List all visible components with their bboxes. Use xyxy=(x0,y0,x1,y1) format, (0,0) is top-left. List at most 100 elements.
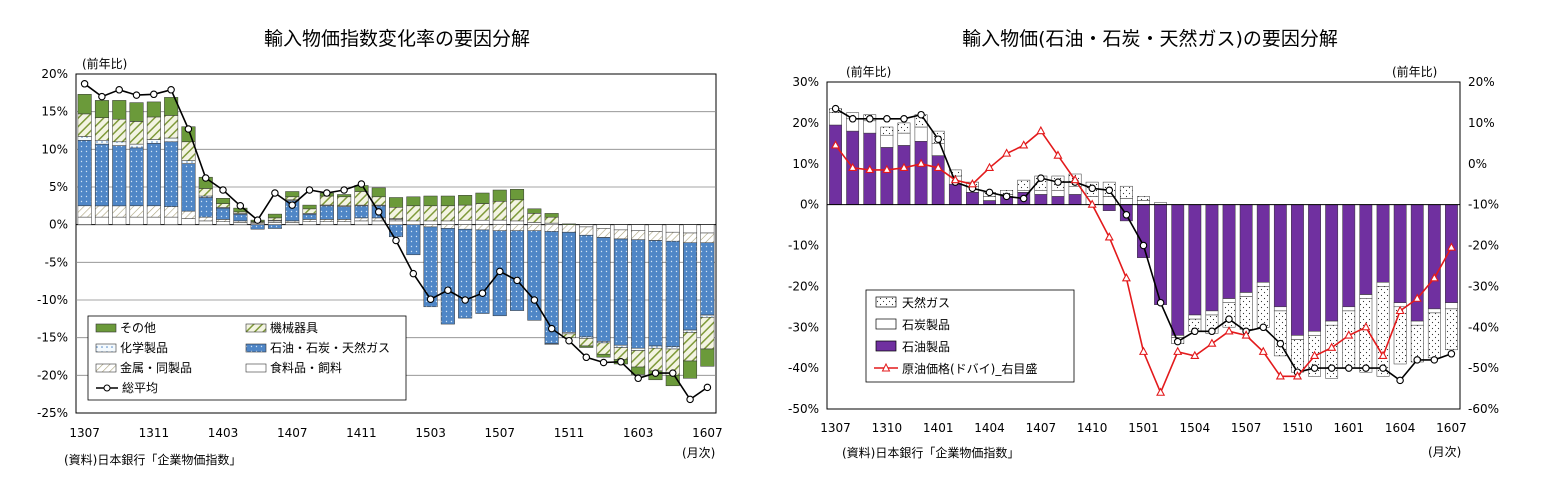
legend-marker-avg xyxy=(103,384,111,392)
bar-segment-sekiyu xyxy=(1308,204,1321,332)
bar-segment-kikai xyxy=(440,205,455,222)
bar-segment-shokuryo xyxy=(492,219,507,225)
avg-point xyxy=(634,374,642,383)
bar-segment-sonota xyxy=(337,194,352,198)
x-tick-label: 1507 xyxy=(485,426,516,440)
legend-swatch-sekiyu xyxy=(245,343,267,353)
bar-segment-kinzoku xyxy=(596,228,611,238)
y-tick-label: -20% xyxy=(37,368,68,382)
avg-point xyxy=(582,353,591,362)
bar-segment-kinzoku xyxy=(475,224,490,231)
x-tick-label: 1511 xyxy=(554,426,585,440)
y-tick-label: 10% xyxy=(792,157,819,171)
bar-segment-sekiyu xyxy=(1325,204,1339,322)
crude-point xyxy=(1121,273,1131,282)
bar-segment-sekiyu xyxy=(164,141,179,207)
bar-segment-kikai xyxy=(527,213,542,223)
bar-segment-kikai xyxy=(285,196,300,201)
x-tick-label: 1307 xyxy=(69,426,100,440)
x-tick-label: 1607 xyxy=(1436,421,1467,435)
x-tick-label: 1403 xyxy=(208,426,239,440)
avg-point xyxy=(669,369,677,377)
legend-swatch-kagaku xyxy=(95,343,117,353)
avg-point xyxy=(392,236,400,245)
chart2-title: 輸入物価(石油・石炭・天然ガス)の要因分解 xyxy=(962,28,1338,50)
bar-segment-sekiyu xyxy=(475,229,490,314)
bar-segment-shokuryo xyxy=(648,224,663,232)
bar-segment-sekitan xyxy=(1273,306,1287,312)
legend-label-avg: 総平均 xyxy=(122,381,158,395)
bar-segment-sekitan xyxy=(1445,302,1458,310)
bar-segment-sekiyu xyxy=(1376,204,1390,283)
bar-segment-tennen xyxy=(1291,339,1304,373)
bar-segment-shokuryo xyxy=(700,224,715,234)
bar-segment-shokuryo xyxy=(440,220,455,225)
total-point xyxy=(1379,364,1387,372)
chart2-source: (資料)日本銀行「企業物価指数」 xyxy=(842,445,1019,460)
bar-segment-kikai xyxy=(319,195,334,206)
bar-segment-sonota xyxy=(389,197,404,208)
bar-segment-kinzoku xyxy=(613,229,628,240)
x-tick-label: 1507 xyxy=(1231,421,1262,435)
bar-segment-kikai xyxy=(112,118,127,143)
bar-segment-sekiyu xyxy=(337,206,352,220)
bar-segment-sekiyu xyxy=(1410,204,1424,322)
bar-segment-kikai xyxy=(510,199,525,222)
y-tick-label: -10% xyxy=(37,293,68,307)
bar-segment-kagaku xyxy=(683,329,698,333)
bar-segment-sekiyu xyxy=(354,205,369,219)
bar-segment-sekitan xyxy=(1137,200,1150,205)
bar-segment-kikai xyxy=(683,332,698,362)
bar-segment-sonota xyxy=(77,94,92,115)
bar-segment-sonota xyxy=(112,100,127,120)
bar-segment-kinzoku xyxy=(527,224,542,231)
bar-segment-shokuryo xyxy=(475,219,490,225)
bar-segment-sekiyu xyxy=(631,239,646,349)
bar-segment-sonota xyxy=(700,348,715,367)
bar-segment-sekiyu xyxy=(897,145,911,205)
bar-segment-sekiyu xyxy=(458,228,473,319)
bar-segment-tennen xyxy=(880,126,894,136)
crude-point xyxy=(1036,125,1046,135)
x-tick-label: 1407 xyxy=(277,426,308,440)
crude-point xyxy=(1104,232,1114,241)
bar-segment-shokuryo xyxy=(77,216,92,225)
avg-point xyxy=(288,201,296,209)
bar-segment-tennen xyxy=(1273,310,1287,357)
legend-label-crude: 原油価格(ドバイ)_右目盛 xyxy=(902,361,1037,376)
bar-segment-sekiyu xyxy=(596,237,611,342)
bar-segment-sonota xyxy=(683,360,698,379)
crude-point xyxy=(1446,242,1456,251)
bar-segment-sekitan xyxy=(1222,298,1236,303)
bar-segment-sekiyu xyxy=(440,228,455,325)
x-tick-label: 1401 xyxy=(923,421,954,435)
legend-label-kagaku: 化学製品 xyxy=(120,340,168,355)
y2-tick-label: -30% xyxy=(1468,279,1499,293)
y2-tick-label: 10% xyxy=(1468,116,1495,130)
y2-tick-label: -50% xyxy=(1468,361,1499,375)
x-tick-label: 1501 xyxy=(1128,421,1159,435)
avg-point xyxy=(409,269,418,278)
bar-segment-sekiyu xyxy=(267,224,282,229)
bar-segment-sekiyu xyxy=(683,242,698,331)
total-point xyxy=(1105,186,1114,195)
avg-point xyxy=(253,216,262,224)
bar-segment-sekiyu xyxy=(966,192,979,205)
chart1-unit-label: (前年比) xyxy=(82,56,127,71)
chart-energy-import-breakdown: 輸入物価(石油・石炭・天然ガス)の要因分解 (前年比) (前年比) -50% -4… xyxy=(788,28,1499,460)
bar-segment-kinzoku xyxy=(631,230,646,240)
y2-tick-label: 20% xyxy=(1468,75,1495,89)
bar-segment-kinzoku xyxy=(458,224,473,230)
bar-segment-kikai xyxy=(354,191,369,206)
crude-point xyxy=(1070,174,1080,184)
bar-segment-kikai xyxy=(423,205,438,222)
bar-segment-sekitan xyxy=(1359,294,1373,299)
legend-marker-crude xyxy=(881,362,891,372)
avg-point xyxy=(374,208,383,216)
bar-segment-sekiyu xyxy=(406,224,421,256)
total-point xyxy=(1002,192,1011,201)
bar-segment-kikai xyxy=(94,117,109,141)
